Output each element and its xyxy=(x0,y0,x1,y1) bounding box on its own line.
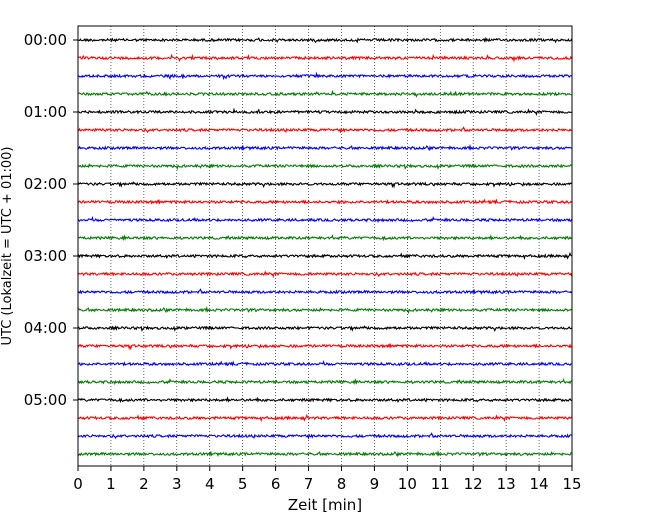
trace-0415 xyxy=(77,343,573,351)
trace-0130 xyxy=(77,143,572,152)
x-axis-label: Zeit [min] xyxy=(288,496,362,514)
plot-frame xyxy=(77,25,573,467)
trace-0400 xyxy=(77,325,573,332)
seismic-traces xyxy=(77,36,573,458)
trace-0515 xyxy=(77,413,572,423)
trace-0315 xyxy=(77,270,573,278)
x-tick-label: 0 xyxy=(73,475,83,493)
y-tick-label: 00:00 xyxy=(24,31,67,49)
trace-0115 xyxy=(77,126,572,134)
y-axis-label: UTC (Lokalzeit = UTC + 01:00) xyxy=(0,147,15,346)
x-tick-label: 9 xyxy=(370,475,380,493)
trace-0030 xyxy=(77,71,572,81)
y-tick-label: 04:00 xyxy=(24,319,67,337)
x-tick-label: 4 xyxy=(205,475,215,493)
trace-0430 xyxy=(77,360,572,367)
x-tick-label: 1 xyxy=(106,475,116,493)
trace-0215 xyxy=(77,198,572,205)
x-tick-label: 14 xyxy=(530,475,549,493)
x-tick-label: 11 xyxy=(431,475,450,493)
x-tick-label: 5 xyxy=(238,475,248,493)
trace-0500 xyxy=(77,396,572,404)
x-tick-label: 13 xyxy=(497,475,516,493)
trace-0000 xyxy=(77,36,573,44)
trace-0015 xyxy=(77,53,573,63)
x-tick-label: 10 xyxy=(398,475,417,493)
x-tick-label: 12 xyxy=(464,475,483,493)
grid-lines xyxy=(110,26,540,466)
trace-0300 xyxy=(77,251,572,261)
x-tick-label: 7 xyxy=(304,475,314,493)
trace-0200 xyxy=(77,181,572,189)
trace-0445 xyxy=(77,378,572,386)
trace-0345 xyxy=(77,305,572,315)
y-tick-label: 01:00 xyxy=(24,103,67,121)
trace-0100 xyxy=(77,107,572,116)
y-tick-label: 05:00 xyxy=(24,391,67,409)
trace-0545 xyxy=(77,449,572,458)
trace-0530 xyxy=(77,432,572,440)
trace-0045 xyxy=(77,89,572,98)
y-tick-label: 02:00 xyxy=(24,175,67,193)
x-axis-ticks: 0 1 2 3 4 5 6 7 8 9 10 11 12 13 14 15 xyxy=(73,466,582,493)
trace-0230 xyxy=(77,216,573,224)
x-tick-label: 6 xyxy=(271,475,281,493)
trace-0245 xyxy=(78,234,572,242)
x-tick-label: 15 xyxy=(562,475,581,493)
trace-0330 xyxy=(77,288,573,295)
x-tick-label: 8 xyxy=(337,475,347,493)
y-tick-label: 03:00 xyxy=(24,247,67,265)
y-axis-ticks: 00:00 01:00 02:00 03:00 04:00 05:00 xyxy=(24,31,78,409)
x-tick-label: 3 xyxy=(172,475,182,493)
x-tick-label: 2 xyxy=(139,475,149,493)
trace-0145 xyxy=(77,162,572,171)
